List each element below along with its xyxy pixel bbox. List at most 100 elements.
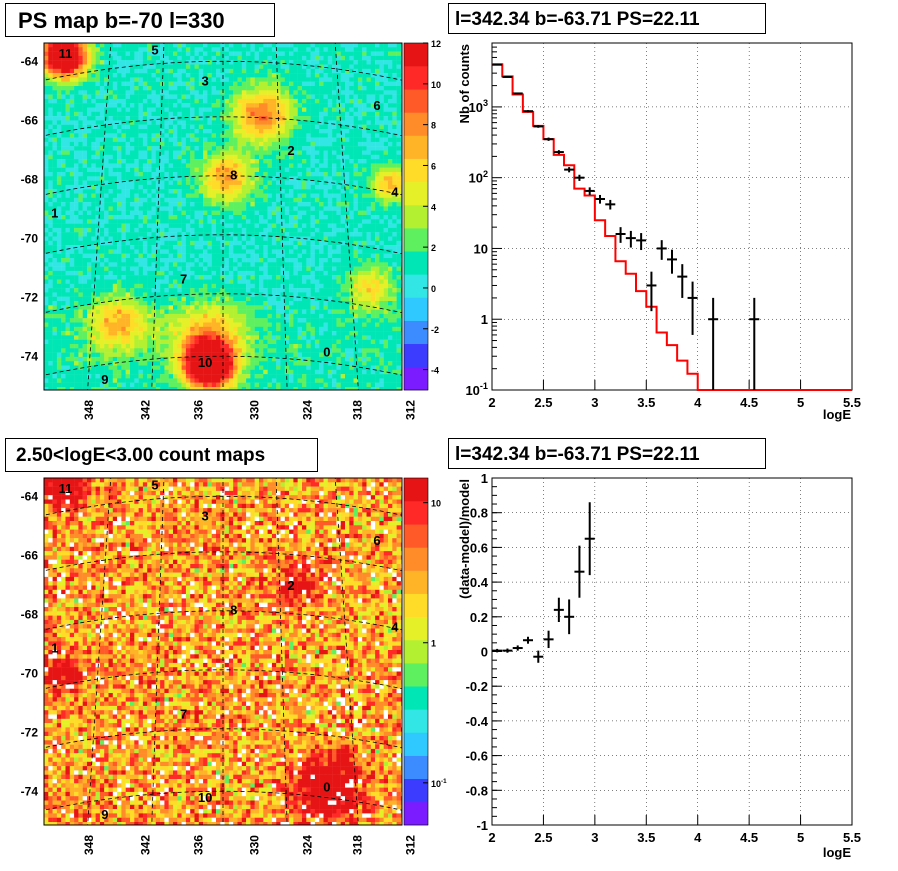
ps-graticule [44, 43, 402, 390]
source-label-3: 3 [201, 509, 208, 524]
source-label-11: 11 [59, 481, 73, 496]
source-label-9: 9 [101, 807, 108, 822]
x-tick-label: 2.5 [534, 830, 552, 845]
lat-tick-label: -64 [21, 54, 39, 68]
data-point [677, 264, 688, 298]
latitude-line [44, 551, 402, 572]
residual-grid [491, 477, 853, 826]
colorbar-swatch [404, 478, 428, 502]
ps-colorbar: 12 10 8 6 4 2 0 -2 -4 [403, 39, 441, 391]
lon-tick-label: 336 [191, 400, 205, 420]
colorbar-tick-label: 10 [431, 80, 441, 90]
colorbar-swatch [404, 43, 428, 67]
x-tick-label: 4 [694, 395, 702, 410]
colorbar-swatch [404, 135, 428, 159]
x-tick-label: 2 [488, 395, 495, 410]
source-label-0: 0 [323, 779, 330, 794]
colorbar-swatch [404, 501, 428, 525]
colorbar-tick-label: 4 [431, 202, 436, 212]
source-label-10: 10 [198, 790, 212, 805]
data-point [687, 281, 698, 335]
ps-map-panel: 11 5 3 6 2 8 4 1 7 0 10 9 -64 -66 -68 -70 -72 -74 348 342 33… [21, 39, 441, 420]
lon-tick-label: 318 [350, 400, 364, 420]
data-point [605, 199, 616, 210]
source-label-1: 1 [51, 641, 58, 656]
source-label-2: 2 [287, 578, 294, 593]
y-tick-label: 1 [481, 471, 488, 486]
x-tick-label: 3.5 [637, 395, 655, 410]
colorbar-tick-label: 8 [431, 121, 436, 131]
lon-tick-label: 312 [403, 835, 417, 855]
x-tick-label: 3 [591, 830, 598, 845]
lat-tick-label: -66 [21, 548, 39, 562]
lat-tick-label: -70 [21, 231, 39, 245]
colorbar-swatch [404, 709, 428, 733]
count-heatmap-cells [44, 478, 402, 825]
colorbar-swatch [404, 801, 428, 826]
x-tick-label: 4 [694, 830, 702, 845]
count-map-panel: 11 5 3 6 2 8 4 1 7 0 10 9 -64 -66 -68 -70 -72 -74 348 342 33… [21, 477, 447, 855]
spectrum-grid [491, 43, 853, 390]
data-point [512, 92, 523, 95]
colorbar-swatch [404, 89, 428, 113]
x-tick-label: 5.5 [843, 395, 861, 410]
ps-heatmap-cells [44, 43, 402, 390]
x-tick-label: 2 [488, 830, 495, 845]
data-point [667, 249, 677, 274]
lat-tick-label: -68 [21, 607, 39, 621]
colorbar-swatch [404, 204, 428, 229]
longitude-line [87, 43, 112, 390]
y-tick-label: 0.2 [470, 610, 488, 625]
colorbar-tick-label: 1 [431, 639, 436, 649]
data-point [564, 167, 575, 173]
data-point [523, 110, 533, 113]
y-tick-label: 10 [474, 241, 488, 256]
source-label-8: 8 [230, 167, 237, 182]
colorbar-swatch [404, 639, 428, 664]
data-point [502, 75, 513, 78]
y-tick-label: 1 [481, 312, 488, 327]
y-tick-label: -0.4 [466, 714, 489, 729]
source-label-4: 4 [391, 620, 399, 635]
source-label-5: 5 [151, 477, 158, 492]
colorbar-swatch [404, 228, 428, 252]
ps-frame [43, 42, 403, 391]
lon-tick-label: 312 [403, 400, 417, 420]
data-point [543, 137, 554, 141]
data-point [533, 125, 544, 128]
source-label-1: 1 [51, 206, 58, 221]
y-tick-label: -1 [476, 818, 488, 833]
data-point [492, 63, 503, 66]
lon-tick-label: 324 [301, 835, 315, 855]
latitude-line [44, 669, 402, 690]
latitude-line [44, 116, 402, 137]
source-label-3: 3 [201, 74, 208, 89]
colorbar-swatch [404, 274, 428, 298]
residual-plot-area: 2 2.5 3 3.5 4 4.5 5 5.5 1 0.8 0.6 0.4 0.2 0 -0.2 -0.4 -0… [457, 471, 861, 860]
colorbar-swatch [404, 112, 428, 136]
longitude-line [151, 43, 165, 390]
count-frame [43, 477, 403, 826]
residual-title-bottom: l=342.34 b=-63.71 PS=22.11 [448, 438, 766, 469]
colorbar-tick-label: 10-1 [431, 778, 447, 789]
data-point [595, 194, 605, 204]
y-tick-label: 0 [481, 645, 488, 660]
y-tick-label: 0.6 [470, 540, 488, 555]
longitude-line [87, 478, 112, 825]
lat-tick-label: -64 [21, 489, 39, 503]
y-tick-label: 10-1 [465, 381, 488, 398]
colorbar-tick-label: 6 [431, 161, 436, 171]
colorbar-swatch [404, 616, 428, 641]
source-label-6: 6 [373, 98, 380, 113]
longitude-line [334, 43, 359, 390]
colorbar-tick-label: -2 [431, 325, 439, 335]
source-label-10: 10 [198, 355, 212, 370]
x-tick-label: 4.5 [740, 395, 758, 410]
colorbar-tick-label: 10 [431, 499, 441, 509]
source-label-7: 7 [180, 271, 187, 286]
x-tick-label: 3 [591, 395, 598, 410]
lon-tick-label: 348 [82, 835, 96, 855]
map-title-bottom: 2.50<logE<3.00 count maps [5, 438, 318, 472]
source-label-5: 5 [151, 42, 158, 57]
